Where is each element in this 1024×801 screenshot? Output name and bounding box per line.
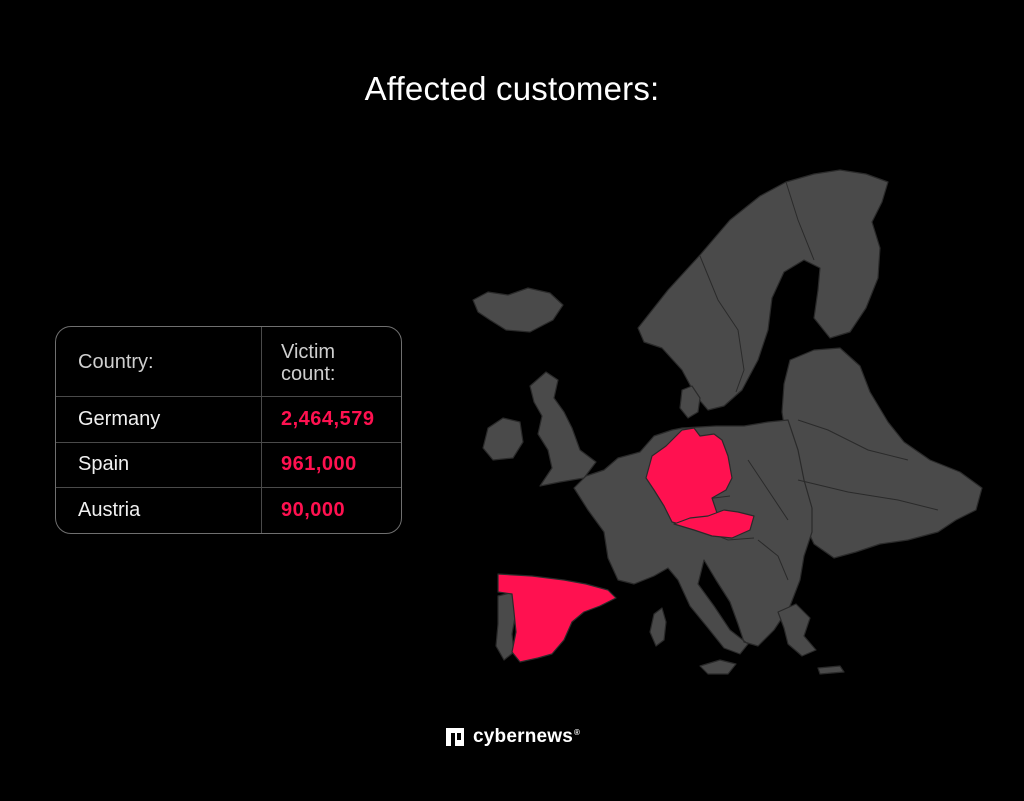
victim-count-cell: 90,000 <box>281 499 346 522</box>
region-austria <box>673 509 755 539</box>
victim-count-cell: 961,000 <box>281 453 357 476</box>
table-header-row: Country: Victim count: <box>56 327 401 397</box>
registered-mark: ® <box>574 727 581 737</box>
country-cell: Germany <box>56 397 262 442</box>
page-title: Affected customers: <box>364 70 660 108</box>
region-ireland <box>482 417 524 461</box>
region-sardinia-corsica <box>649 607 667 647</box>
region-spain <box>497 573 617 663</box>
region-denmark <box>679 385 701 419</box>
region-continental-europe <box>573 419 813 655</box>
region-iceland <box>472 287 564 333</box>
brand-name: cybernews <box>473 726 574 747</box>
cybernews-logo-icon <box>446 728 464 746</box>
table-row: Germany 2,464,579 <box>56 397 401 443</box>
region-sicily <box>699 659 737 675</box>
country-cell: Spain <box>56 442 262 487</box>
region-crete <box>817 665 845 675</box>
table-row: Austria 90,000 <box>56 488 401 533</box>
europe-map <box>472 169 983 675</box>
region-great-britain <box>529 371 597 487</box>
header-country: Country: <box>56 327 262 396</box>
highlighted-countries <box>497 427 755 663</box>
country-cell: Austria <box>56 488 262 533</box>
region-scandinavia <box>637 169 889 411</box>
region-greece <box>777 603 817 657</box>
cybernews-logo: cybernews® <box>445 726 580 748</box>
victim-table: Country: Victim count: Germany 2,464,579… <box>55 326 402 534</box>
table-row: Spain 961,000 <box>56 442 401 488</box>
victim-count-cell: 2,464,579 <box>281 407 375 430</box>
header-victim-count: Victim count: <box>281 340 336 385</box>
